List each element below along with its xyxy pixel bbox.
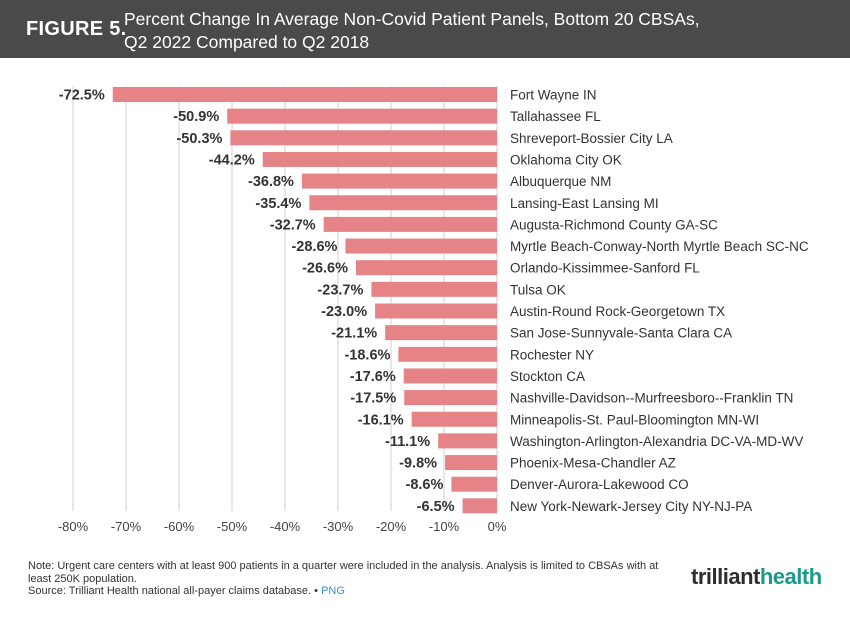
data-label: -8.6% <box>406 477 444 493</box>
data-label: -36.8% <box>248 174 294 190</box>
data-label: -17.5% <box>350 391 396 407</box>
bar-chart: -80% -70% -60% -50% -40% -30% -20% -10% 0% -72.5%… <box>58 86 809 534</box>
data-label: -18.6% <box>344 347 390 363</box>
logo-text-main: trilliant <box>691 564 760 589</box>
category-label: Oklahoma City OK <box>510 152 622 167</box>
bar <box>309 195 497 211</box>
category-label: Austin-Round Rock-Georgetown TX <box>510 304 725 319</box>
bar <box>451 476 497 492</box>
category-label: San Jose-Sunnyvale-Santa Clara CA <box>510 326 732 341</box>
x-tick-label: -30% <box>323 519 354 534</box>
x-tick-label: -20% <box>376 519 407 534</box>
png-link[interactable]: PNG <box>321 585 345 597</box>
bar <box>375 303 497 319</box>
data-label: -23.7% <box>317 282 363 298</box>
bar <box>403 368 497 384</box>
figure-label: FIGURE 5. <box>26 18 127 40</box>
source-text: Source: Trilliant Health national all-pa… <box>28 585 312 597</box>
bar <box>385 325 497 341</box>
data-label: -6.5% <box>417 499 455 515</box>
figure-title-line2: Q2 2022 Compared to Q2 2018 <box>124 32 370 52</box>
figure-title: Percent Change In Average Non-Covid Pati… <box>124 8 824 54</box>
data-label: -16.1% <box>358 412 404 428</box>
data-label: -72.5% <box>59 88 105 104</box>
data-label: -9.8% <box>399 456 437 472</box>
x-tick-label: -60% <box>164 519 195 534</box>
x-tick-label: 0% <box>488 519 507 534</box>
bar <box>438 433 497 449</box>
data-label: -23.0% <box>321 304 367 320</box>
category-label: Rochester NY <box>510 347 594 362</box>
x-tick-label: -50% <box>217 519 248 534</box>
category-label: Albuquerque NM <box>510 174 611 189</box>
category-label: Orlando-Kissimmee-Sanford FL <box>510 261 700 276</box>
bar <box>227 108 498 124</box>
category-label: Nashville-Davidson--Murfreesboro--Frankl… <box>510 391 793 406</box>
bar <box>301 173 497 189</box>
bar <box>371 281 497 297</box>
logo-text-accent: health <box>759 564 822 589</box>
category-label: Phoenix-Mesa-Chandler AZ <box>510 456 676 471</box>
data-label: -50.3% <box>176 131 222 147</box>
bar <box>356 260 497 276</box>
bar <box>323 216 497 232</box>
figure-header: FIGURE 5. Percent Change In Average Non-… <box>0 0 850 58</box>
category-label: Tulsa OK <box>510 282 566 297</box>
source-line: Source: Trilliant Health national all-pa… <box>28 585 668 598</box>
data-label: -32.7% <box>270 217 316 233</box>
category-label: Lansing-East Lansing MI <box>510 196 659 211</box>
bar <box>230 130 497 146</box>
category-label: Stockton CA <box>510 369 585 384</box>
bar <box>262 151 497 167</box>
category-label: Myrtle Beach-Conway-North Myrtle Beach S… <box>510 239 809 254</box>
x-tick-label: -10% <box>429 519 460 534</box>
note-text: Note: Urgent care centers with at least … <box>28 560 659 585</box>
category-label: New York-Newark-Jersey City NY-NJ-PA <box>510 499 752 514</box>
bar <box>345 238 497 254</box>
data-label: -17.6% <box>350 369 396 385</box>
figure-title-line1: Percent Change In Average Non-Covid Pati… <box>124 9 700 29</box>
bar <box>445 455 497 471</box>
data-label: -50.9% <box>173 109 219 125</box>
x-tick-label: -40% <box>270 519 301 534</box>
data-label: -35.4% <box>255 196 301 212</box>
chart-notes: Note: Urgent care centers with at least … <box>28 560 668 598</box>
bar <box>398 346 497 362</box>
x-tick-label: -70% <box>111 519 142 534</box>
category-label: Shreveport-Bossier City LA <box>510 131 673 146</box>
bar <box>404 390 497 406</box>
data-label: -44.2% <box>209 152 255 168</box>
category-label: Washington-Arlington-Alexandria DC-VA-MD… <box>510 434 803 449</box>
category-label: Denver-Aurora-Lakewood CO <box>510 477 689 492</box>
x-tick-label: -80% <box>58 519 89 534</box>
category-label: Fort Wayne IN <box>510 88 597 103</box>
data-label: -26.6% <box>302 261 348 277</box>
category-label: Minneapolis-St. Paul-Bloomington MN-WI <box>510 412 759 427</box>
data-label: -21.1% <box>331 326 377 342</box>
bar <box>411 411 497 427</box>
data-label: -11.1% <box>385 434 430 450</box>
data-label: -28.6% <box>291 239 337 255</box>
trilliant-health-logo: trillianthealth <box>691 564 822 590</box>
category-label: Tallahassee FL <box>510 109 601 124</box>
separator: • <box>314 585 319 597</box>
bar <box>462 498 497 514</box>
category-label: Augusta-Richmond County GA-SC <box>510 217 718 232</box>
bar <box>112 87 497 102</box>
